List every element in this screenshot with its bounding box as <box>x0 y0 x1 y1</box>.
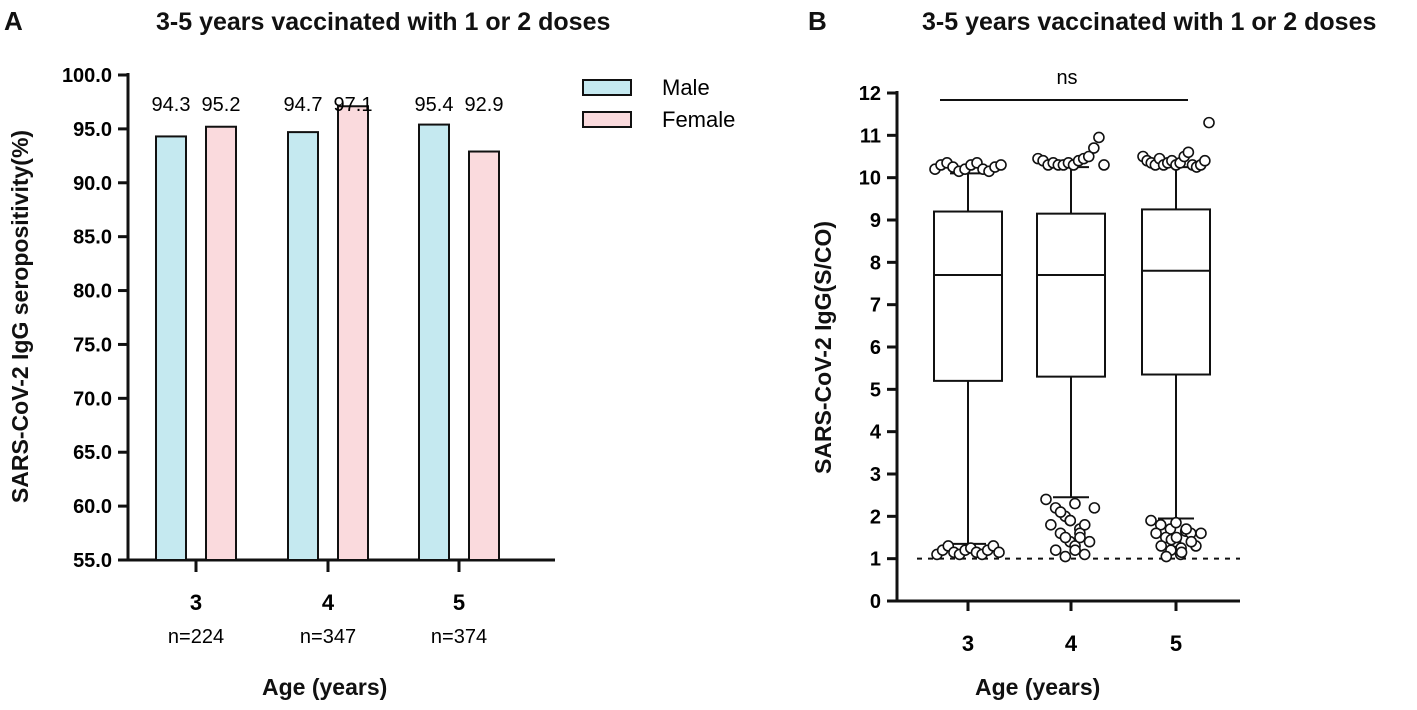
y-tick-label: 1 <box>870 549 881 571</box>
y-tick-label: 6 <box>870 337 881 359</box>
panel-b-title: 3-5 years vaccinated with 1 or 2 doses <box>922 8 1377 36</box>
bar <box>337 105 369 561</box>
y-tick-label: 75.0 <box>73 334 112 356</box>
outlier-point <box>1064 514 1077 527</box>
y-tick-label: 9 <box>870 210 881 232</box>
box <box>1036 212 1106 378</box>
bar <box>418 123 450 561</box>
bar <box>287 131 319 561</box>
panel-a-x-axis-title: Age (years) <box>262 674 388 700</box>
outlier-point <box>1203 116 1215 129</box>
outlier-point <box>1175 546 1188 559</box>
outlier-point <box>1098 159 1110 171</box>
outlier-point <box>995 159 1007 171</box>
outlier-point <box>1199 154 1211 167</box>
legend-swatch <box>582 79 632 96</box>
outlier-point <box>1088 142 1100 154</box>
legend-swatch <box>582 111 632 128</box>
box <box>933 210 1003 382</box>
y-tick-label: 95.0 <box>73 119 112 141</box>
outlier-point <box>1088 502 1101 514</box>
outlier-point <box>1145 514 1157 527</box>
y-tick-label: 11 <box>860 125 881 147</box>
outlier-point <box>993 546 1005 559</box>
y-tick-label: 4 <box>870 422 882 444</box>
bar-value-label: 97.1 <box>334 94 373 116</box>
outlier-point <box>1069 497 1081 510</box>
bar <box>205 125 237 561</box>
x-tick-label: 3 <box>962 631 974 656</box>
y-tick-label: 3 <box>870 464 881 486</box>
bar-value-label: 95.2 <box>202 94 241 116</box>
outlier-point <box>1040 493 1052 506</box>
bar-value-label: 95.4 <box>415 94 454 116</box>
outlier-point <box>1093 131 1105 144</box>
sample-size-label: n=374 <box>431 626 487 648</box>
outlier-point <box>1078 518 1091 531</box>
panel-b-x-axis-title: Age (years) <box>975 674 1101 700</box>
outlier-point <box>1155 540 1168 552</box>
y-tick-label: 10 <box>859 168 881 190</box>
legend-label: Female <box>662 107 735 132</box>
outlier-point <box>1160 550 1173 563</box>
outlier-point <box>1182 146 1195 159</box>
x-tick-label: 4 <box>1065 631 1078 656</box>
y-tick-label: 5 <box>870 379 881 401</box>
x-tick-label: 5 <box>453 590 465 615</box>
bar <box>468 150 500 561</box>
outlier-point <box>1059 550 1072 563</box>
y-tick-label: 80.0 <box>73 281 112 303</box>
outlier-point <box>1049 544 1062 557</box>
outlier-point <box>1150 527 1162 540</box>
outlier-point <box>1045 518 1057 531</box>
sample-size-label: n=224 <box>168 626 224 648</box>
outlier-point <box>1185 535 1198 548</box>
outlier-point <box>1083 535 1096 548</box>
y-tick-label: 65.0 <box>73 442 112 464</box>
x-tick-label: 3 <box>190 590 202 615</box>
legend-label: Male <box>662 75 710 100</box>
outlier-point <box>1082 150 1095 163</box>
panel-a-title: 3-5 years vaccinated with 1 or 2 doses <box>156 8 611 36</box>
bar-value-label: 92.9 <box>465 94 504 116</box>
outlier-point <box>1069 544 1081 557</box>
y-tick-label: 8 <box>870 252 881 274</box>
y-tick-label: 90.0 <box>73 173 112 195</box>
box <box>1141 208 1211 376</box>
panel-a-bar-chart: 55.0 60.0 65.0 70.0 75.0 80.0 85.0 90.0 95.0 100.… <box>62 65 735 648</box>
bar-value-label: 94.3 <box>152 94 191 116</box>
outlier-point <box>1195 527 1207 540</box>
outlier-point <box>1170 516 1182 529</box>
y-tick-label: 60.0 <box>73 496 112 518</box>
bar <box>155 135 187 562</box>
y-tick-label: 100.0 <box>62 65 112 87</box>
y-tick-label: 85.0 <box>73 227 112 249</box>
panel-a-letter: A <box>4 6 23 36</box>
outlier-point <box>1078 548 1091 561</box>
outlier-point <box>1074 531 1086 544</box>
y-tick-label: 70.0 <box>73 388 112 410</box>
y-tick-label: 7 <box>870 295 881 317</box>
y-tick-label: 55.0 <box>73 550 112 572</box>
y-tick-label: 0 <box>870 591 881 613</box>
outlier-point <box>1170 531 1183 544</box>
significance-label: ns <box>1056 67 1077 89</box>
x-tick-label: 4 <box>322 590 335 615</box>
bar-value-label: 94.7 <box>284 94 323 116</box>
panel-b-letter: B <box>808 6 827 36</box>
y-tick-label: 2 <box>870 506 881 528</box>
outlier-point <box>1059 531 1072 544</box>
y-tick-label: 12 <box>859 83 881 105</box>
x-tick-label: 5 <box>1170 631 1182 656</box>
outlier-point <box>1054 506 1067 518</box>
sample-size-label: n=347 <box>300 626 356 648</box>
outlier-point <box>1180 523 1193 535</box>
